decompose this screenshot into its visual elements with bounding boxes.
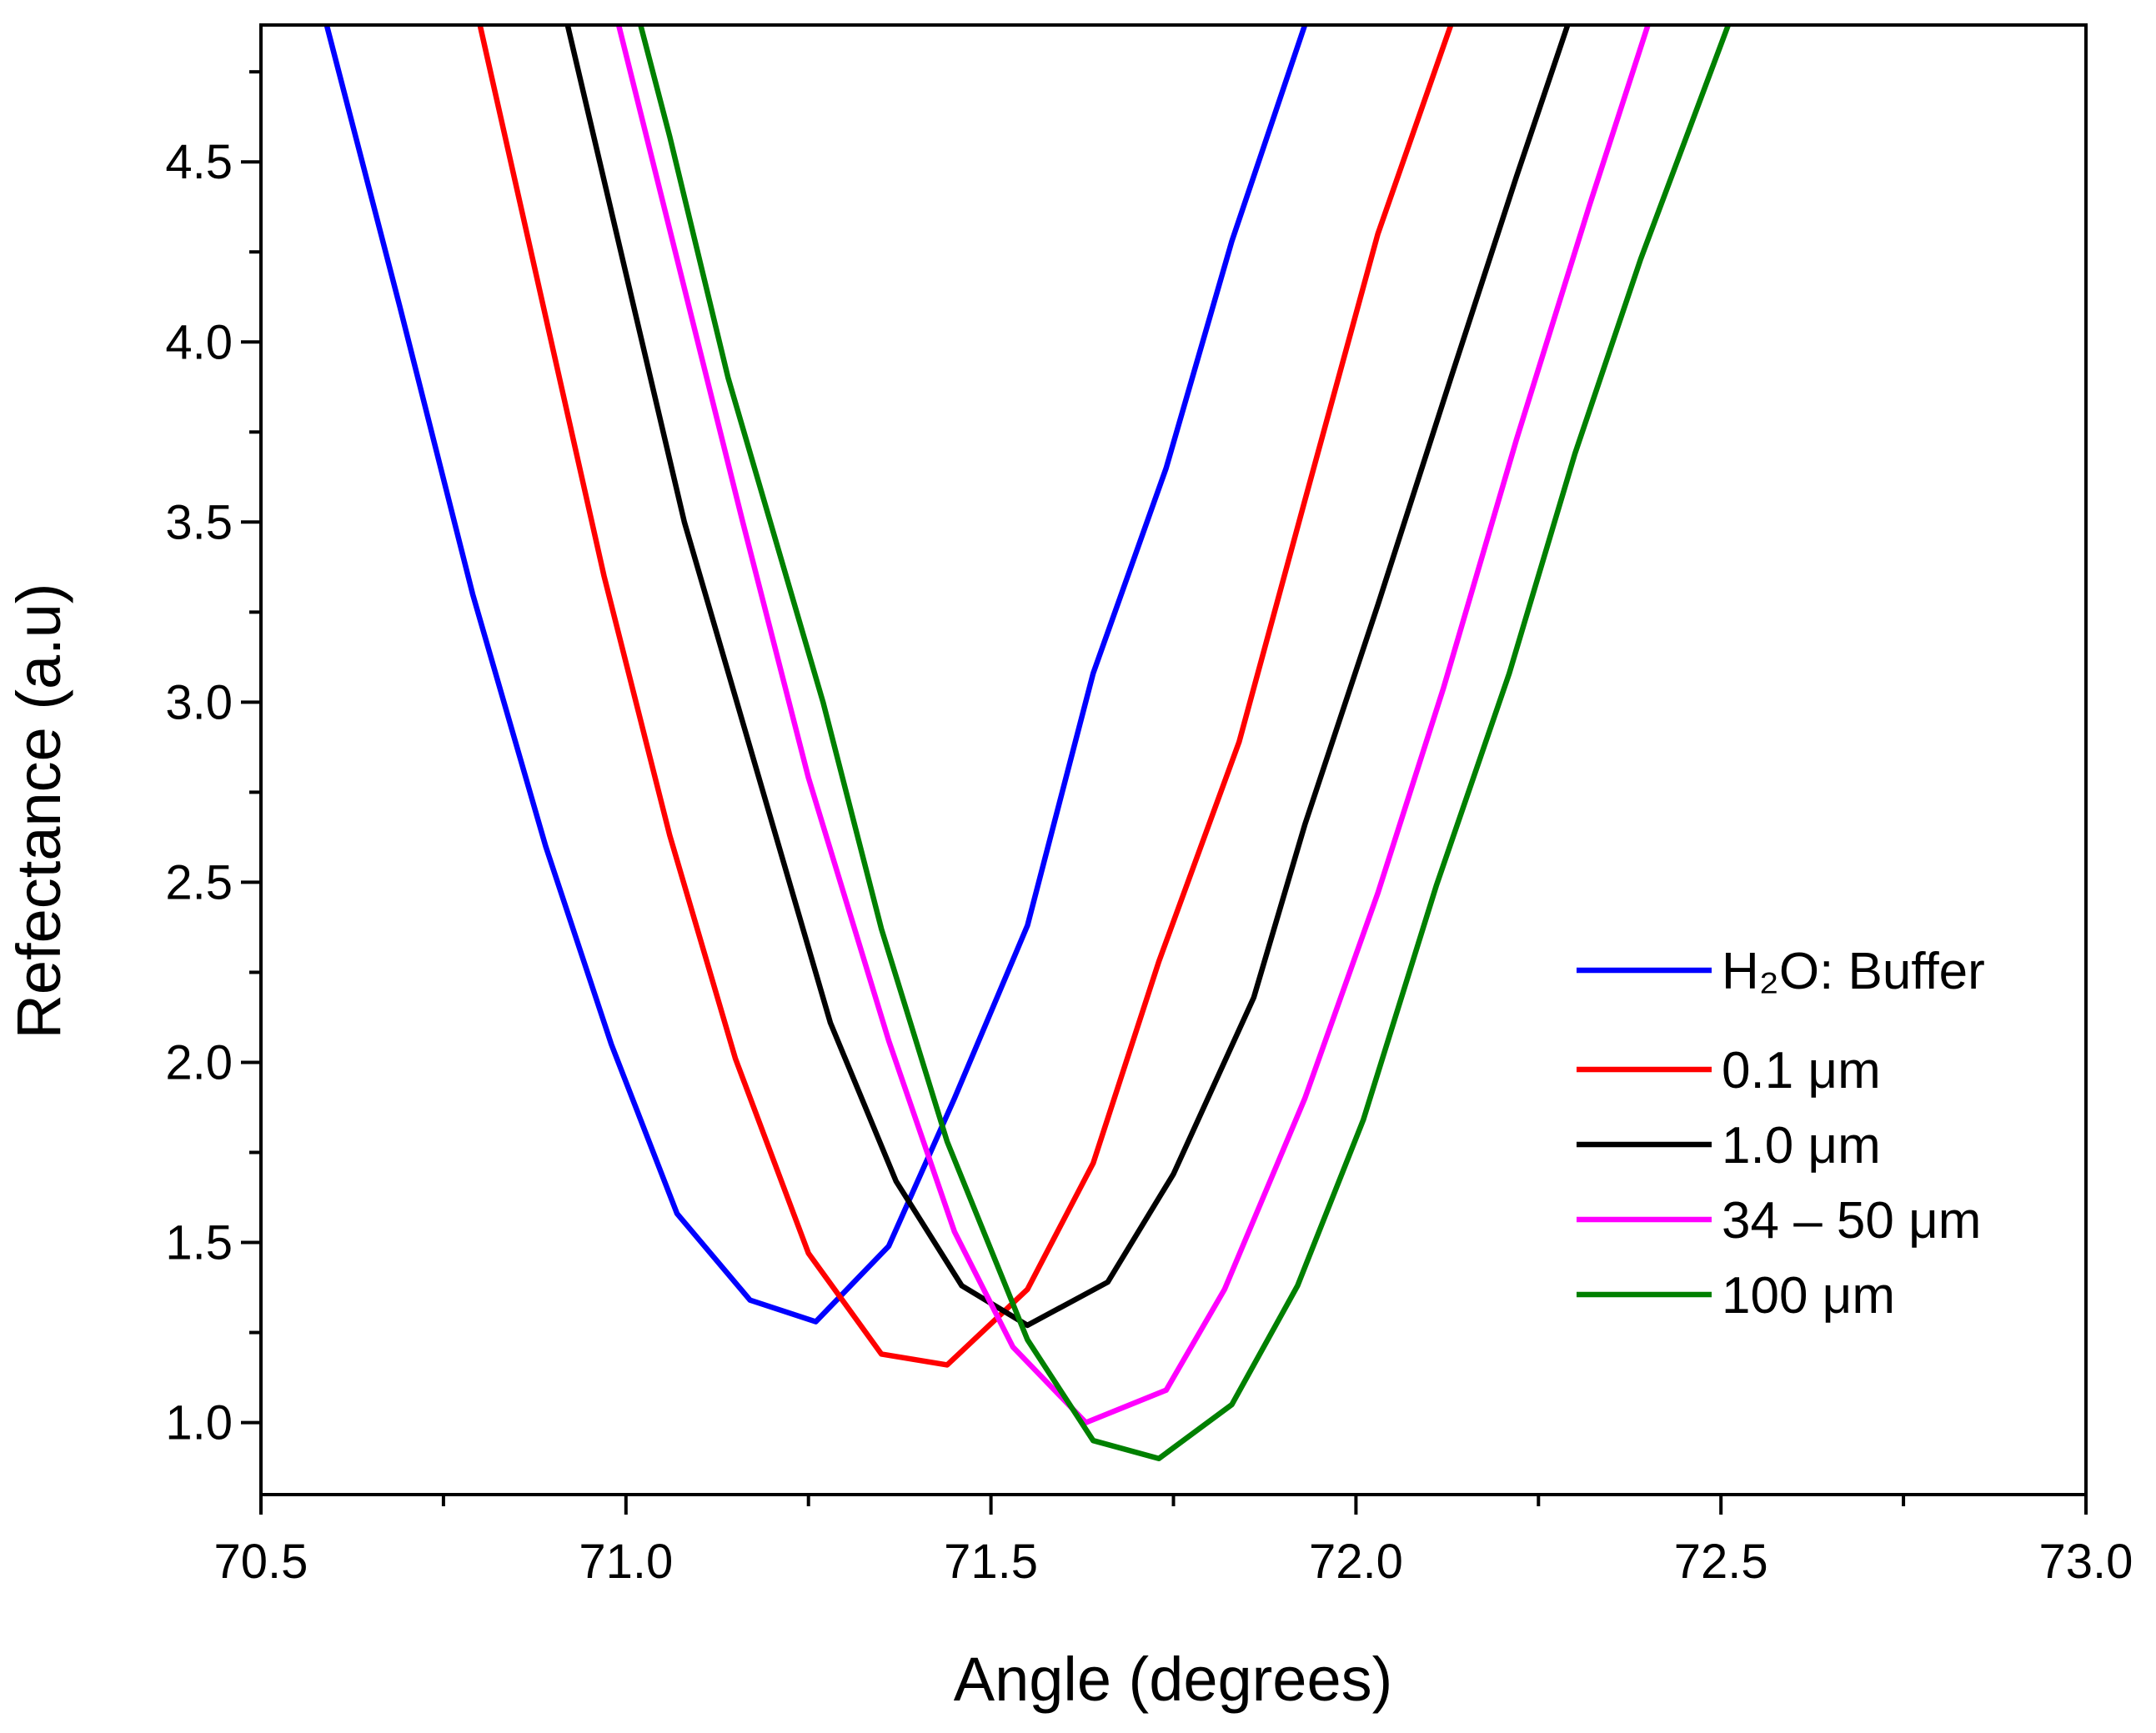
data-line bbox=[615, 25, 1651, 1425]
y-tick-label: 3.5 bbox=[165, 495, 233, 549]
y-tick-label: 2.5 bbox=[165, 855, 233, 909]
y-tick-label: 2.0 bbox=[165, 1035, 233, 1089]
legend-label: H₂O: Buffer bbox=[1722, 943, 1985, 1000]
legend-label: 100 μm bbox=[1722, 1267, 1895, 1325]
data-line bbox=[638, 25, 1732, 1462]
legend-label: 34 – 50 μm bbox=[1722, 1192, 1981, 1250]
legend-label: 1.0 μm bbox=[1722, 1117, 1881, 1175]
y-axis-title: Refectance (a.u) bbox=[4, 583, 73, 1039]
y-tick-label: 1.0 bbox=[165, 1396, 233, 1450]
x-tick-label: 72.5 bbox=[1674, 1535, 1768, 1589]
y-tick-label: 3.0 bbox=[165, 675, 233, 729]
plot-area bbox=[323, 25, 1732, 1462]
x-tick-label: 71.5 bbox=[944, 1535, 1038, 1589]
y-tick-label: 4.0 bbox=[165, 315, 233, 369]
y-tick-label: 4.5 bbox=[165, 135, 233, 189]
y-tick-label: 1.5 bbox=[165, 1216, 233, 1270]
x-tick-label: 73.0 bbox=[2039, 1535, 2133, 1589]
data-line bbox=[564, 25, 1571, 1329]
data-line bbox=[477, 25, 1454, 1368]
x-axis-title: Angle (degrees) bbox=[954, 1645, 1393, 1714]
x-tick-label: 70.5 bbox=[214, 1535, 308, 1589]
x-tick-label: 71.0 bbox=[579, 1535, 673, 1589]
x-tick-label: 72.0 bbox=[1309, 1535, 1403, 1589]
data-line bbox=[323, 25, 1308, 1325]
legend-label: 0.1 μm bbox=[1722, 1042, 1881, 1099]
